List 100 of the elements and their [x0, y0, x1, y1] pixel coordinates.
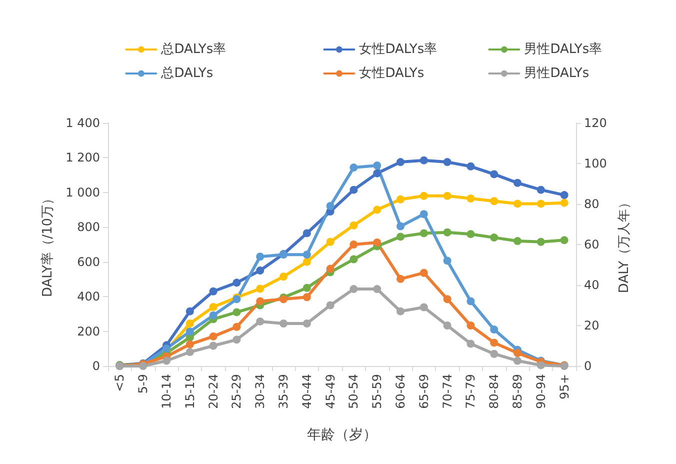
x-tick-label: 45-49 [323, 374, 338, 409]
point [350, 186, 358, 194]
y-tick-label: 1 200 [66, 150, 100, 165]
x-tick-label: 65-69 [416, 374, 431, 409]
point [256, 266, 264, 275]
legend-label: 女性DALYs [359, 66, 424, 81]
point [443, 322, 452, 330]
y2-tick-label: 40 [584, 278, 600, 292]
point [232, 322, 241, 331]
point [560, 236, 568, 244]
x-tick-label: 85-89 [510, 374, 524, 409]
point [396, 232, 404, 241]
point [280, 319, 288, 328]
y2-tick-label: 20 [584, 318, 600, 332]
point [209, 311, 218, 320]
point [186, 340, 194, 348]
y2-tick-label: 80 [584, 197, 600, 211]
y2-tick-label: 0 [584, 359, 592, 373]
y2-tick-label: 60 [584, 238, 600, 252]
x-tick-label: 90-94 [534, 374, 548, 409]
x-tick-label: 55-59 [370, 374, 384, 409]
y-tick-label: 600 [77, 254, 100, 269]
point [490, 234, 498, 242]
point [443, 295, 452, 304]
y-tick-label: 200 [77, 324, 100, 338]
point [560, 191, 568, 200]
x-tick-label: 50-54 [346, 374, 361, 409]
point [490, 350, 498, 358]
y-tick-label: 800 [77, 220, 100, 234]
y-tick-label: 0 [92, 359, 100, 373]
point [350, 285, 358, 294]
point [209, 287, 218, 296]
point [209, 332, 218, 340]
point [396, 307, 404, 316]
point [232, 336, 241, 344]
point [373, 238, 382, 246]
point [302, 250, 311, 259]
point [326, 301, 334, 310]
point [396, 158, 404, 166]
point [186, 307, 194, 316]
point [443, 228, 452, 236]
point [256, 284, 264, 293]
point [373, 285, 382, 294]
y2-axis-title: DALY（万人年） [616, 196, 632, 294]
x-tick-label: <5 [112, 374, 127, 392]
y2-tick-label: 100 [584, 156, 607, 170]
point [186, 328, 194, 336]
point [420, 156, 428, 164]
point [373, 206, 382, 214]
point [443, 192, 452, 200]
point [373, 169, 382, 178]
point [232, 308, 241, 316]
x-tick-label: 5-9 [136, 374, 150, 394]
point [490, 170, 498, 178]
y-axis-title: DALY率（/10万） [40, 192, 56, 298]
x-tick-label: 80-84 [487, 374, 502, 409]
point [514, 356, 522, 365]
y-tick-label: 400 [77, 290, 100, 304]
point [373, 162, 382, 170]
point [232, 278, 241, 287]
point [466, 322, 475, 330]
x-tick-label: 40-44 [300, 374, 314, 409]
point [209, 342, 218, 350]
point [420, 268, 428, 277]
point [490, 326, 498, 334]
point [326, 238, 334, 246]
point [466, 194, 475, 202]
point [302, 293, 311, 302]
point [396, 274, 404, 283]
point [443, 158, 452, 166]
point [420, 303, 428, 312]
point [280, 272, 288, 281]
point [162, 356, 170, 365]
y-tick-label: 1 000 [66, 185, 100, 200]
x-tick-label: 70-74 [440, 374, 454, 409]
point [490, 197, 498, 206]
point [466, 230, 475, 238]
legend-label: 总DALYs [160, 66, 214, 81]
point [514, 178, 522, 187]
point [420, 229, 428, 238]
point [420, 210, 428, 218]
point [350, 164, 358, 172]
x-tick-label: 75-79 [464, 374, 478, 409]
point [466, 162, 475, 170]
point [186, 348, 194, 356]
point [536, 186, 545, 194]
legend-label: 男性DALYs [524, 66, 590, 81]
point [466, 340, 475, 348]
point [514, 349, 522, 358]
point [326, 202, 334, 210]
legend-label: 总DALYs率 [160, 41, 226, 57]
x-tick-label: 10-14 [160, 374, 174, 409]
x-axis-title: 年龄（岁） [307, 427, 377, 443]
y2-tick-label: 120 [584, 116, 607, 130]
point [514, 237, 522, 246]
point [209, 302, 218, 311]
point [514, 200, 522, 208]
point [350, 240, 358, 248]
point [256, 252, 264, 261]
point [490, 338, 498, 347]
